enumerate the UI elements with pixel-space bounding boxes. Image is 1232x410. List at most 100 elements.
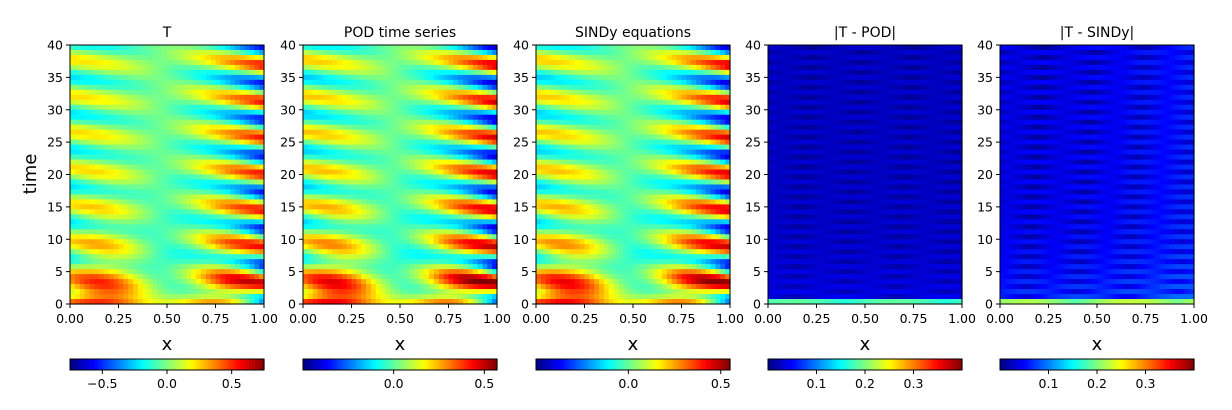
heatmap-cell — [448, 214, 454, 220]
heatmap-cell — [234, 274, 241, 280]
heatmap-cell — [123, 294, 129, 300]
heatmap-cell — [176, 284, 183, 290]
heatmap-cell — [400, 299, 406, 305]
heatmap-cell — [200, 114, 207, 121]
heatmap-cell — [176, 144, 183, 151]
heatmap-cell — [89, 114, 95, 121]
heatmap-cell — [230, 274, 236, 280]
heatmap-cell — [162, 129, 168, 136]
heatmap-cell — [210, 229, 217, 235]
heatmap-cell — [589, 59, 595, 66]
heatmap-cell — [438, 99, 445, 106]
heatmap-cell — [215, 74, 221, 81]
heatmap-cell — [467, 114, 474, 121]
heatmap-cell — [700, 99, 707, 106]
heatmap-cell — [341, 49, 348, 56]
heatmap-cell — [317, 284, 323, 290]
heatmap-cell — [84, 254, 90, 260]
heatmap-cell — [482, 114, 488, 121]
heatmap-cell — [700, 64, 707, 71]
heatmap-cell — [375, 45, 382, 51]
heatmap-cell — [458, 79, 464, 86]
heatmap-cell — [361, 134, 367, 141]
heatmap-cell — [429, 74, 435, 81]
heatmap-cell — [366, 284, 372, 290]
heatmap-cell — [317, 114, 323, 121]
heatmap-cell — [312, 279, 319, 285]
heatmap-cell — [332, 89, 338, 96]
heatmap-cell — [191, 244, 197, 250]
heatmap-cell — [492, 234, 498, 240]
heatmap-cell — [361, 114, 367, 121]
heatmap-cell — [220, 129, 226, 136]
heatmap-cell — [79, 174, 86, 181]
heatmap-cell — [162, 269, 168, 275]
heatmap-cell — [710, 69, 717, 76]
heatmap-cell — [108, 74, 115, 81]
heatmap-cell — [657, 99, 663, 106]
heatmap-cell — [118, 194, 124, 200]
heatmap-cell — [196, 64, 202, 71]
heatmap-cell — [108, 179, 115, 186]
heatmap-cell — [230, 199, 236, 205]
heatmap-cell — [385, 89, 391, 96]
heatmap-cell — [395, 239, 401, 245]
heatmap-cell — [317, 159, 323, 166]
heatmap-cell — [409, 74, 416, 81]
heatmap-cell — [341, 69, 348, 76]
heatmap-cell — [157, 234, 163, 240]
heatmap-cell — [569, 54, 576, 61]
heatmap-cell — [608, 109, 615, 116]
heatmap-cell — [336, 149, 343, 156]
heatmap-cell — [322, 199, 328, 205]
heatmap-cell — [186, 64, 192, 71]
heatmap-cell — [603, 84, 610, 91]
heatmap-cell — [448, 139, 454, 146]
heatmap-cell — [691, 59, 697, 66]
colorbar-segment — [251, 359, 256, 370]
heatmap-cell — [239, 184, 246, 191]
heatmap-cell — [400, 274, 406, 280]
heatmap-cell — [210, 179, 217, 186]
heatmap-cell — [414, 289, 420, 295]
heatmap-cell — [375, 194, 382, 200]
heatmap-cell — [307, 64, 314, 71]
heatmap-cell — [482, 84, 488, 91]
heatmap-cell — [492, 74, 498, 81]
heatmap-cell — [332, 274, 338, 280]
heatmap-cell — [108, 59, 115, 66]
heatmap-cell — [167, 119, 173, 126]
heatmap-cell — [642, 64, 649, 71]
heatmap-cell — [662, 79, 668, 86]
heatmap-cell — [370, 99, 377, 106]
heatmap-cell — [234, 234, 241, 240]
heatmap-cell — [404, 229, 411, 235]
heatmap-cell — [380, 174, 387, 181]
heatmap-cell — [414, 174, 420, 181]
heatmap-cell — [142, 99, 149, 106]
heatmap-cell — [327, 179, 333, 186]
heatmap-cell — [380, 249, 387, 255]
heatmap-cell — [312, 94, 319, 101]
heatmap-cell — [137, 144, 144, 151]
heatmap-cell — [79, 154, 86, 161]
heatmap-cell — [142, 289, 149, 295]
heatmap-cell — [482, 99, 488, 106]
heatmap-cell — [113, 169, 120, 176]
heatmap-cell — [123, 284, 129, 290]
heatmap-cell — [254, 109, 260, 116]
heatmap-cell — [696, 104, 702, 111]
heatmap-cell — [137, 134, 144, 141]
heatmap-cell — [536, 45, 542, 51]
heatmap-cell — [424, 249, 430, 255]
heatmap-cell — [312, 264, 319, 270]
heatmap-cell — [118, 59, 124, 66]
heatmap-cell — [74, 94, 81, 101]
heatmap-cell — [681, 74, 687, 81]
heatmap-cell — [341, 149, 348, 156]
heatmap-cell — [142, 174, 149, 181]
heatmap-cell — [181, 134, 187, 141]
heatmap-cell — [303, 184, 309, 191]
heatmap-cell — [492, 274, 498, 280]
heatmap-cell — [230, 224, 236, 230]
